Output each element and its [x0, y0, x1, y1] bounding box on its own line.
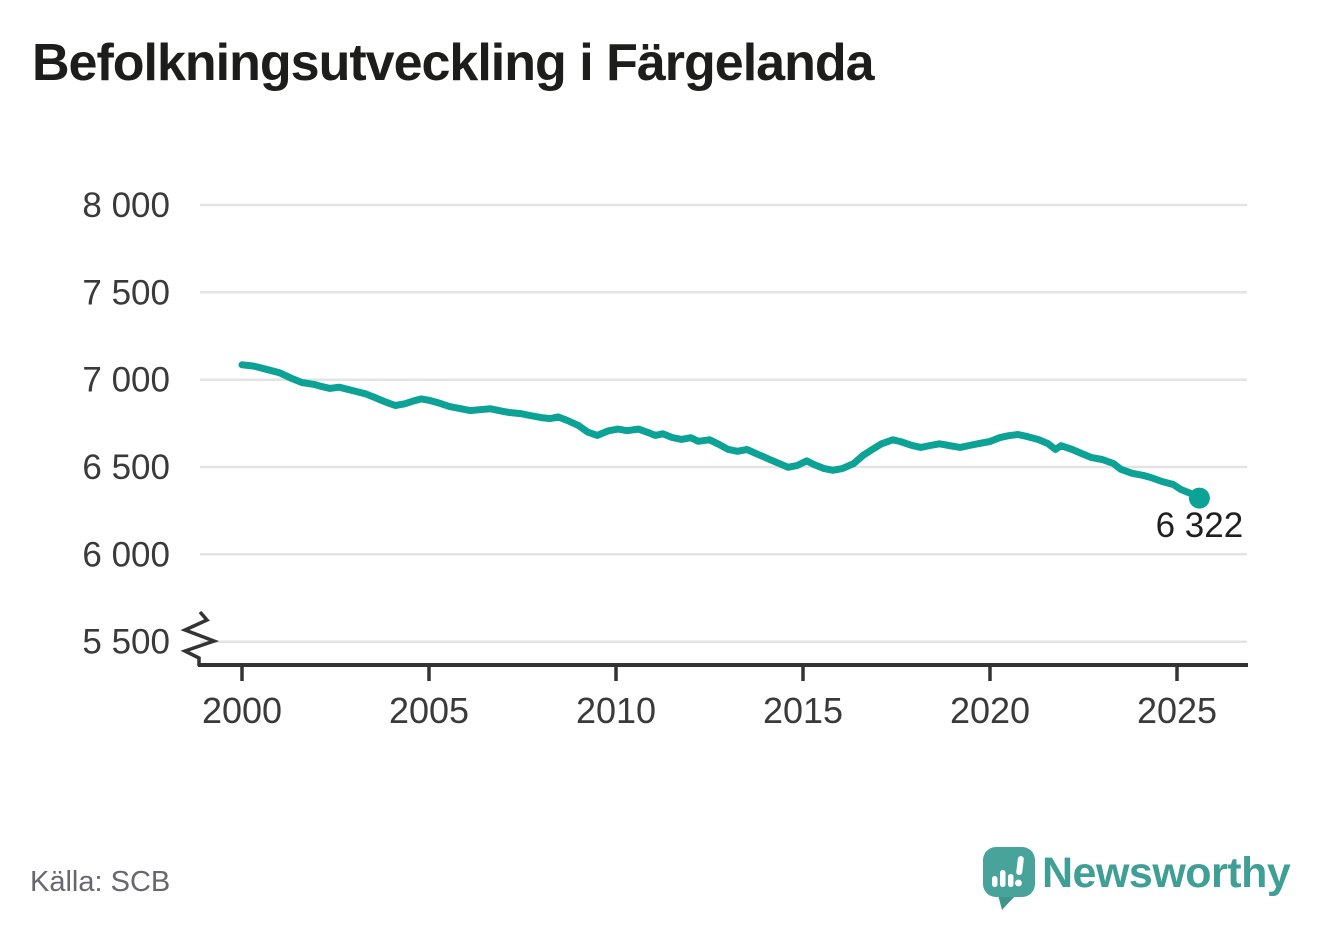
end-value-label: 6 322	[1156, 506, 1244, 545]
x-axis-label: 2015	[763, 690, 843, 731]
logo-bar-2	[1000, 870, 1006, 887]
y-axis-label: 6 500	[82, 448, 170, 487]
x-axis-label: 2000	[202, 690, 282, 731]
x-axis-label: 2010	[576, 690, 656, 731]
x-axis-label: 2005	[389, 690, 469, 731]
y-axis-label: 7 500	[82, 273, 170, 312]
logo-bar-3	[1008, 874, 1014, 887]
end-point-marker	[1188, 487, 1210, 509]
y-axis-label: 8 000	[82, 186, 170, 225]
x-axis-label: 2025	[1137, 690, 1217, 731]
y-axis-label: 6 000	[82, 535, 170, 574]
x-axis-label: 2020	[950, 690, 1030, 731]
logo-bar-1	[992, 876, 998, 887]
axis-break-icon	[180, 610, 220, 666]
source-note: Källa: SCB	[30, 866, 171, 898]
y-axis-label: 7 000	[82, 361, 170, 400]
population-line	[238, 361, 1203, 502]
logo-exclamation-icon	[1015, 856, 1024, 887]
y-axis-label: 5 500	[82, 623, 170, 662]
chart-title: Befolkningsutveckling i Färgelanda	[32, 34, 875, 92]
newsworthy-logo-text: Newsworthy	[1042, 849, 1291, 897]
speech-bubble-tail-shade	[999, 897, 1014, 909]
newsworthy-logo	[982, 846, 1036, 916]
newsworthy-logo-icon	[983, 847, 1035, 910]
